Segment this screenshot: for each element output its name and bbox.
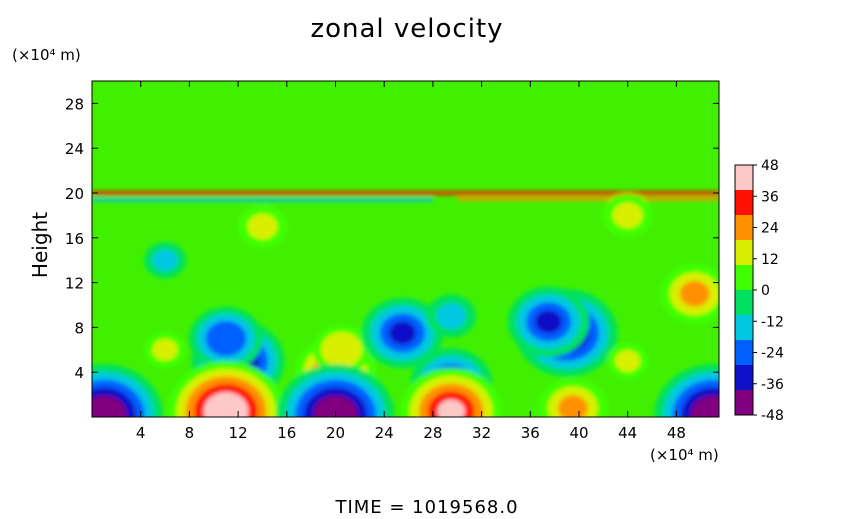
field-feature [615, 350, 641, 372]
colorbar-tick-label: 36 [761, 189, 779, 205]
x-tick-label: 40 [569, 424, 588, 442]
colorbar-tick-label: 12 [761, 252, 779, 268]
chart-title: zonal velocity [310, 14, 504, 44]
field-feature [534, 310, 563, 334]
field-band [457, 196, 719, 201]
field-feature [679, 280, 710, 307]
y-tick-label: 16 [65, 230, 84, 248]
colorbar [734, 164, 754, 416]
y-tick-label: 8 [74, 319, 84, 337]
y-tick-label: 24 [65, 140, 84, 158]
field-feature [247, 213, 278, 240]
field-feature [699, 403, 719, 417]
field-feature [612, 202, 643, 229]
colorbar-ticks: 48 36 24 12 0 -12 -24 -36 -48 [753, 158, 784, 424]
x-axis-unit: (×10⁴ m) [650, 446, 719, 464]
colorbar-tick-label: 48 [761, 158, 779, 174]
y-axis: 4 8 12 16 20 24 28 [65, 95, 719, 382]
x-axis: 4 8 12 16 20 24 28 32 36 40 44 48 [136, 81, 686, 442]
colorbar-tick-label: 0 [761, 283, 770, 299]
x-tick-label: 24 [375, 424, 394, 442]
field-feature [436, 303, 467, 330]
colorbar-tick-label: 24 [761, 221, 779, 237]
x-tick-label: 8 [185, 424, 195, 442]
colorbar-tick-label: -24 [761, 346, 784, 362]
y-tick-label: 20 [65, 185, 84, 203]
colorbar-tick-label: -12 [761, 314, 784, 330]
colorbar-tick-label: -36 [761, 377, 784, 393]
x-tick-label: 4 [136, 424, 146, 442]
y-tick-label: 28 [65, 95, 84, 113]
colorbar-tick-label: -48 [761, 408, 784, 424]
field-band [92, 197, 433, 202]
field-feature [321, 403, 349, 417]
field-feature [388, 321, 417, 345]
time-label: TIME = 1019568.0 [335, 497, 519, 518]
field-feature [558, 395, 588, 417]
field-feature [213, 328, 239, 350]
x-tick-label: 32 [472, 424, 491, 442]
x-tick-label: 16 [277, 424, 296, 442]
x-tick-label: 36 [521, 424, 540, 442]
plot-frame [91, 80, 720, 418]
x-tick-label: 44 [618, 424, 637, 442]
field-feature [329, 339, 354, 361]
x-tick-label: 12 [229, 424, 248, 442]
y-tick-label: 4 [74, 364, 84, 382]
x-tick-label: 20 [326, 424, 345, 442]
field-feature [212, 399, 240, 417]
heatmap-field [92, 191, 719, 417]
x-tick-label: 28 [423, 424, 442, 442]
x-tick-label: 48 [667, 424, 686, 442]
field-band [92, 191, 719, 195]
y-tick-label: 12 [65, 275, 84, 293]
field-feature [437, 399, 465, 417]
field-feature [152, 338, 178, 361]
field-feature [92, 403, 118, 417]
y-axis-unit: (×10⁴ m) [12, 46, 81, 64]
field-feature [152, 249, 178, 272]
